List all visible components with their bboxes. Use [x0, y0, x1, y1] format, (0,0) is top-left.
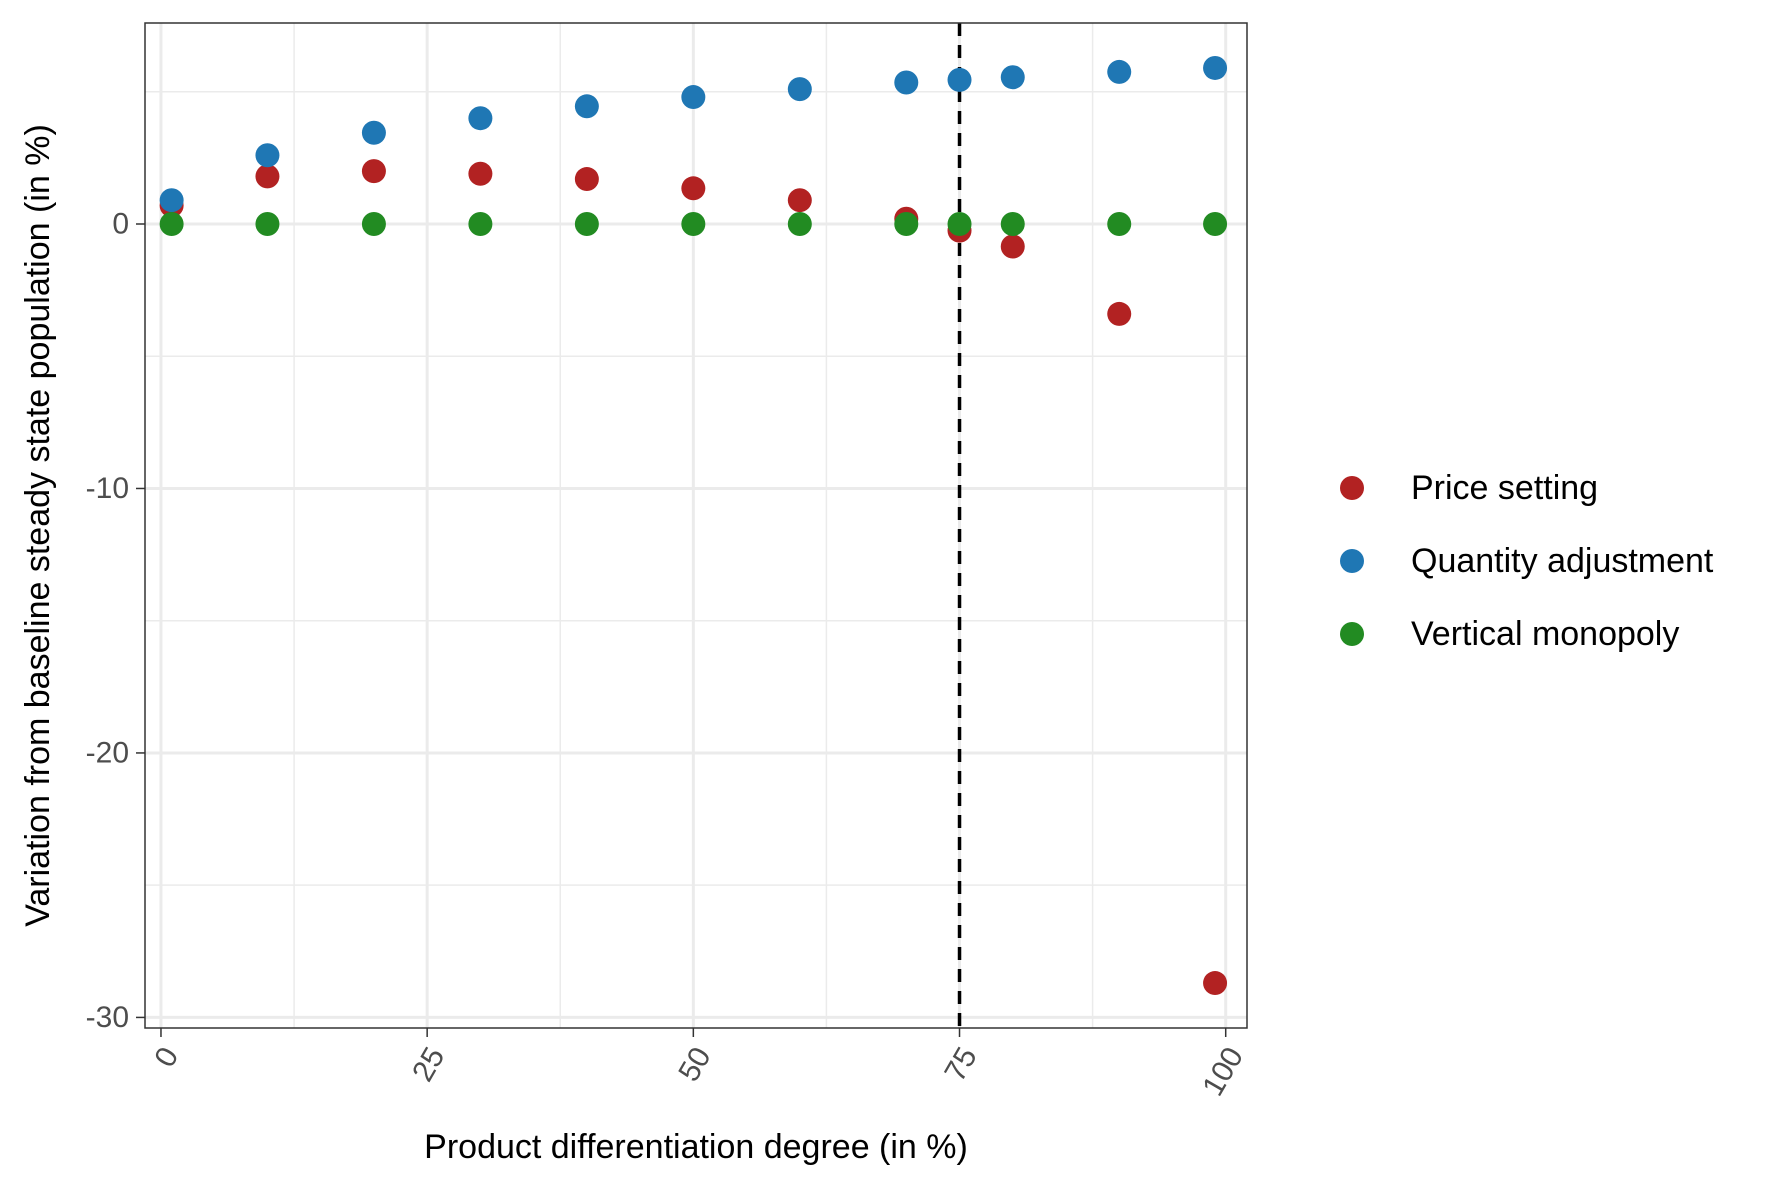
point-series-1-3: [468, 106, 493, 131]
x-tick-label-1: 25: [406, 1042, 451, 1087]
y-axis-tick-labels: 0 -10 -20 -30: [86, 208, 129, 1034]
legend-key-0: [1340, 476, 1364, 500]
point-series-0-1: [255, 164, 280, 189]
legend-label-0: Price setting: [1411, 469, 1598, 507]
point-series-1-7: [894, 70, 919, 95]
point-series-1-10: [1107, 59, 1132, 84]
point-series-2-1: [255, 212, 280, 236]
x-axis-tick-labels: 0 25 50 75 100: [148, 1042, 1250, 1102]
point-series-2-5: [681, 212, 706, 236]
y-tick-label-2: -20: [86, 736, 129, 769]
y-tick-label-3: -30: [86, 1001, 129, 1034]
point-series-0-6: [787, 188, 812, 213]
point-series-2-2: [361, 212, 386, 236]
point-series-1-0: [159, 188, 184, 213]
major-grid: [145, 23, 1247, 1028]
legend-label-1: Quantity adjustment: [1411, 542, 1714, 580]
point-series-2-10: [1107, 212, 1132, 236]
point-series-2-3: [468, 212, 493, 236]
point-series-2-9: [1000, 212, 1025, 236]
point-series-2-0: [159, 212, 184, 236]
point-series-2-7: [894, 212, 919, 236]
x-tick-label-3: 75: [939, 1042, 984, 1087]
point-series-0-3: [468, 161, 493, 186]
x-axis-title: Product differentiation degree (in %): [424, 1128, 968, 1166]
y-tick-label-1: -10: [86, 472, 129, 505]
point-series-2-8: [947, 212, 972, 236]
point-series-1-2: [361, 120, 386, 145]
plot-panel-border: [144, 22, 1248, 1029]
point-series-0-2: [361, 159, 386, 184]
x-tick-label-2: 50: [672, 1042, 717, 1087]
axis-ticks: [136, 223, 1227, 1037]
point-series-1-1: [255, 143, 280, 168]
point-series-0-10: [1107, 301, 1132, 326]
y-axis-title: Variation from baseline steady state pop…: [19, 124, 57, 927]
point-series-1-6: [787, 77, 812, 102]
point-series-1-8: [947, 67, 972, 92]
x-tick-label-0: 0: [148, 1042, 185, 1073]
point-series-2-4: [574, 212, 599, 236]
point-series-0-9: [1000, 234, 1025, 259]
point-series-1-11: [1203, 55, 1228, 80]
legend: Price setting Quantity adjustment Vertical…: [1340, 469, 1714, 653]
legend-key-2: [1340, 622, 1364, 646]
point-series-2-6: [787, 212, 812, 236]
point-series-0-4: [574, 167, 599, 192]
point-series-2-11: [1203, 212, 1228, 236]
legend-key-1: [1340, 549, 1364, 573]
point-series-0-11: [1203, 971, 1228, 996]
point-series-0-5: [681, 176, 706, 201]
x-tick-label-4: 100: [1196, 1042, 1250, 1102]
minor-grid: [145, 23, 1247, 1028]
point-series-1-5: [681, 85, 706, 110]
point-series-1-9: [1000, 65, 1025, 90]
y-tick-label-0: 0: [112, 208, 129, 241]
point-series-1-4: [574, 94, 599, 119]
legend-label-2: Vertical monopoly: [1411, 615, 1679, 653]
data-points: [159, 55, 1228, 996]
